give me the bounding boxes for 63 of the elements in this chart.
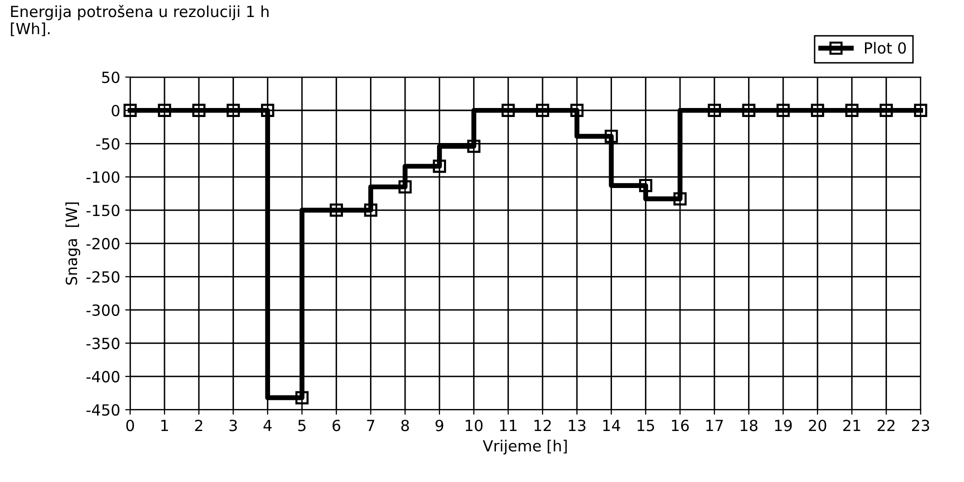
- chart-title: Energija potrošena u rezoluciji 1 h [Wh].: [10, 4, 268, 36]
- x-tick-label: 22: [878, 420, 894, 432]
- point: [708, 104, 722, 117]
- point: [158, 104, 172, 117]
- y-tick-label: 50: [102, 72, 120, 84]
- y-tick-label: -350: [86, 338, 120, 350]
- x-tick-label: 9: [436, 420, 444, 432]
- point: [467, 140, 480, 153]
- point: [673, 192, 687, 206]
- x-tick-label: 14: [603, 420, 620, 432]
- point: [226, 104, 240, 117]
- y-tick-label: -300: [86, 304, 120, 316]
- point: [914, 104, 928, 117]
- point: [604, 130, 618, 143]
- point: [742, 104, 756, 117]
- point: [845, 104, 858, 117]
- point: [330, 204, 343, 217]
- point: [776, 104, 790, 117]
- y-tick-label: -450: [86, 404, 120, 416]
- x-tick-label: 3: [230, 420, 237, 432]
- point: [810, 104, 824, 117]
- x-tick-label: 5: [298, 420, 306, 432]
- point: [536, 104, 550, 117]
- x-axis-title: Vrijeme [h]: [482, 440, 567, 455]
- x-tick-label: 8: [401, 420, 409, 432]
- x-tick-label: 2: [195, 420, 202, 432]
- x-tick-label: 7: [367, 420, 374, 432]
- y-axis-title: Snaga [W]: [65, 202, 80, 285]
- y-tick-label: -100: [86, 171, 120, 183]
- x-tick-label: 19: [775, 420, 792, 432]
- y-tick-label: 0: [112, 104, 120, 116]
- point: [502, 104, 515, 117]
- x-tick-label: 23: [912, 420, 930, 432]
- x-tick-label: 13: [568, 420, 586, 432]
- x-tick-label: 15: [638, 420, 654, 432]
- point: [364, 204, 378, 217]
- x-tick-label: 18: [740, 420, 758, 432]
- y-tick-label: -150: [86, 204, 120, 216]
- point: [295, 391, 309, 404]
- legend-label: Plot 0: [865, 42, 906, 54]
- point: [261, 104, 274, 117]
- point: [398, 180, 412, 194]
- point: [432, 160, 446, 173]
- x-tick-label: 10: [466, 420, 483, 432]
- x-tick-label: 4: [264, 420, 272, 432]
- y-tick-label: -400: [86, 370, 120, 382]
- point: [880, 104, 893, 117]
- point: [192, 104, 206, 117]
- x-tick-label: 21: [843, 420, 860, 432]
- x-tick-label: 0: [126, 420, 134, 432]
- x-tick-label: 16: [672, 420, 689, 432]
- point: [124, 104, 137, 117]
- y-tick-label: -50: [96, 138, 120, 150]
- x-tick-label: 12: [534, 420, 551, 432]
- x-tick-label: 20: [808, 420, 826, 432]
- point: [570, 104, 584, 117]
- y-tick-label: -200: [86, 238, 120, 250]
- y-tick-label: -250: [86, 271, 120, 283]
- x-tick-label: 17: [706, 420, 723, 432]
- x-tick-label: 11: [500, 420, 517, 432]
- x-tick-label: 1: [161, 420, 168, 432]
- point: [639, 178, 652, 192]
- x-tick-label: 6: [332, 420, 340, 432]
